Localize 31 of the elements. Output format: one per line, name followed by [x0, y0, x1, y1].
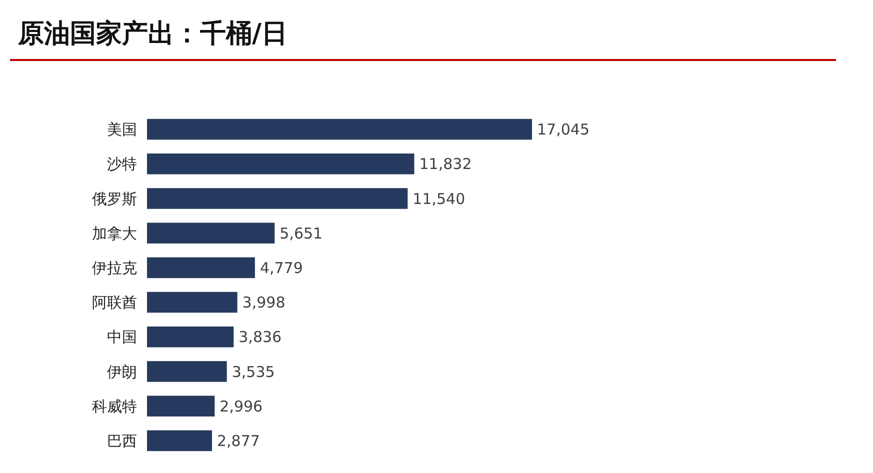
y-tick-label: 加拿大	[92, 224, 137, 242]
data-label: 17,045	[537, 120, 590, 139]
y-tick-label: 俄罗斯	[92, 190, 137, 208]
bar	[147, 430, 212, 452]
data-label: 2,996	[220, 397, 263, 416]
y-tick-label: 巴西	[107, 432, 137, 450]
bar	[147, 154, 414, 174]
y-tick-label: 中国	[107, 328, 137, 346]
data-label: 4,779	[260, 258, 303, 277]
y-tick-label: 美国	[107, 120, 137, 139]
bar	[147, 188, 408, 209]
chart-title: 原油国家产出：千桶/日	[17, 19, 288, 49]
data-label: 3,535	[232, 362, 275, 381]
bar	[147, 326, 234, 348]
y-tick-label: 沙特	[107, 155, 137, 174]
data-label: 11,832	[419, 155, 472, 174]
bar	[147, 222, 275, 244]
bar	[147, 292, 238, 313]
bar	[147, 118, 532, 140]
bar	[147, 396, 215, 416]
data-label: 11,540	[412, 190, 466, 208]
y-tick-label: 阿联酋	[92, 294, 137, 312]
y-tick-label: 伊拉克	[92, 258, 137, 277]
y-tick-label: 伊朗	[107, 362, 137, 381]
bar	[147, 257, 255, 278]
data-label: 3,836	[238, 328, 282, 346]
data-label: 5,651	[280, 224, 323, 242]
y-tick-label: 科威特	[92, 397, 137, 416]
data-label: 3,998	[242, 294, 286, 312]
bar	[147, 361, 227, 382]
data-label: 2,877	[216, 432, 260, 450]
